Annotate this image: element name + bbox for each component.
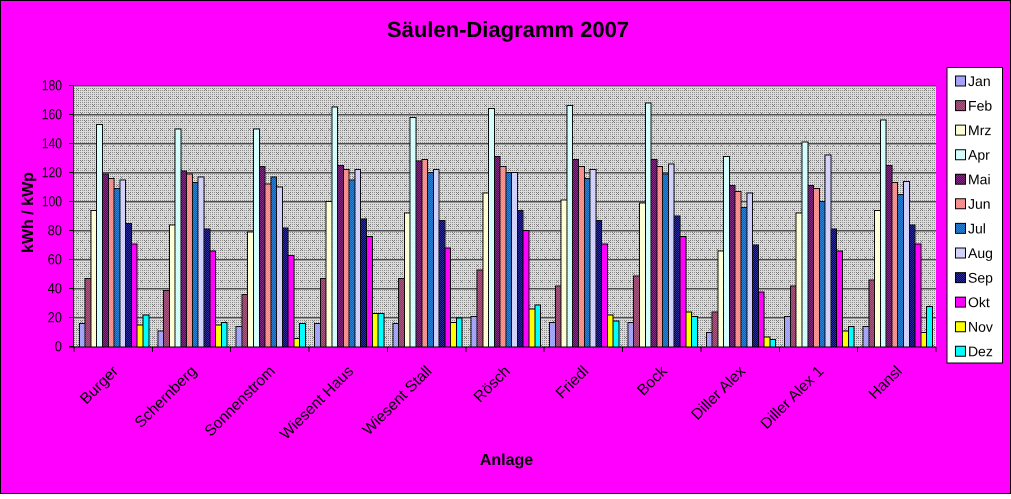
svg-text:20: 20 [48,310,62,326]
svg-text:180: 180 [42,78,62,94]
svg-text:Mai: Mai [968,171,991,187]
svg-text:160: 160 [42,107,62,123]
svg-text:kWh / kWp: kWh / kWp [20,172,37,253]
svg-text:100: 100 [42,194,62,210]
svg-text:Jan: Jan [968,73,991,89]
svg-text:Apr: Apr [968,147,990,163]
svg-text:Nov: Nov [968,319,993,335]
svg-text:Aug: Aug [968,245,993,261]
svg-text:Mrz: Mrz [968,122,991,138]
svg-text:Säulen-Diagramm 2007: Säulen-Diagramm 2007 [387,17,629,42]
svg-text:Dez: Dez [968,343,993,359]
svg-text:Anlage: Anlage [480,452,533,469]
svg-text:0: 0 [55,339,62,355]
svg-text:Jun: Jun [968,196,991,212]
svg-text:80: 80 [48,223,62,239]
svg-text:140: 140 [42,136,62,152]
svg-text:60: 60 [48,252,62,268]
svg-text:Okt: Okt [968,294,990,310]
svg-text:Sep: Sep [968,270,993,286]
svg-text:Feb: Feb [968,98,992,114]
svg-text:40: 40 [48,281,62,297]
svg-text:Jul: Jul [968,220,986,236]
svg-text:120: 120 [42,165,62,181]
